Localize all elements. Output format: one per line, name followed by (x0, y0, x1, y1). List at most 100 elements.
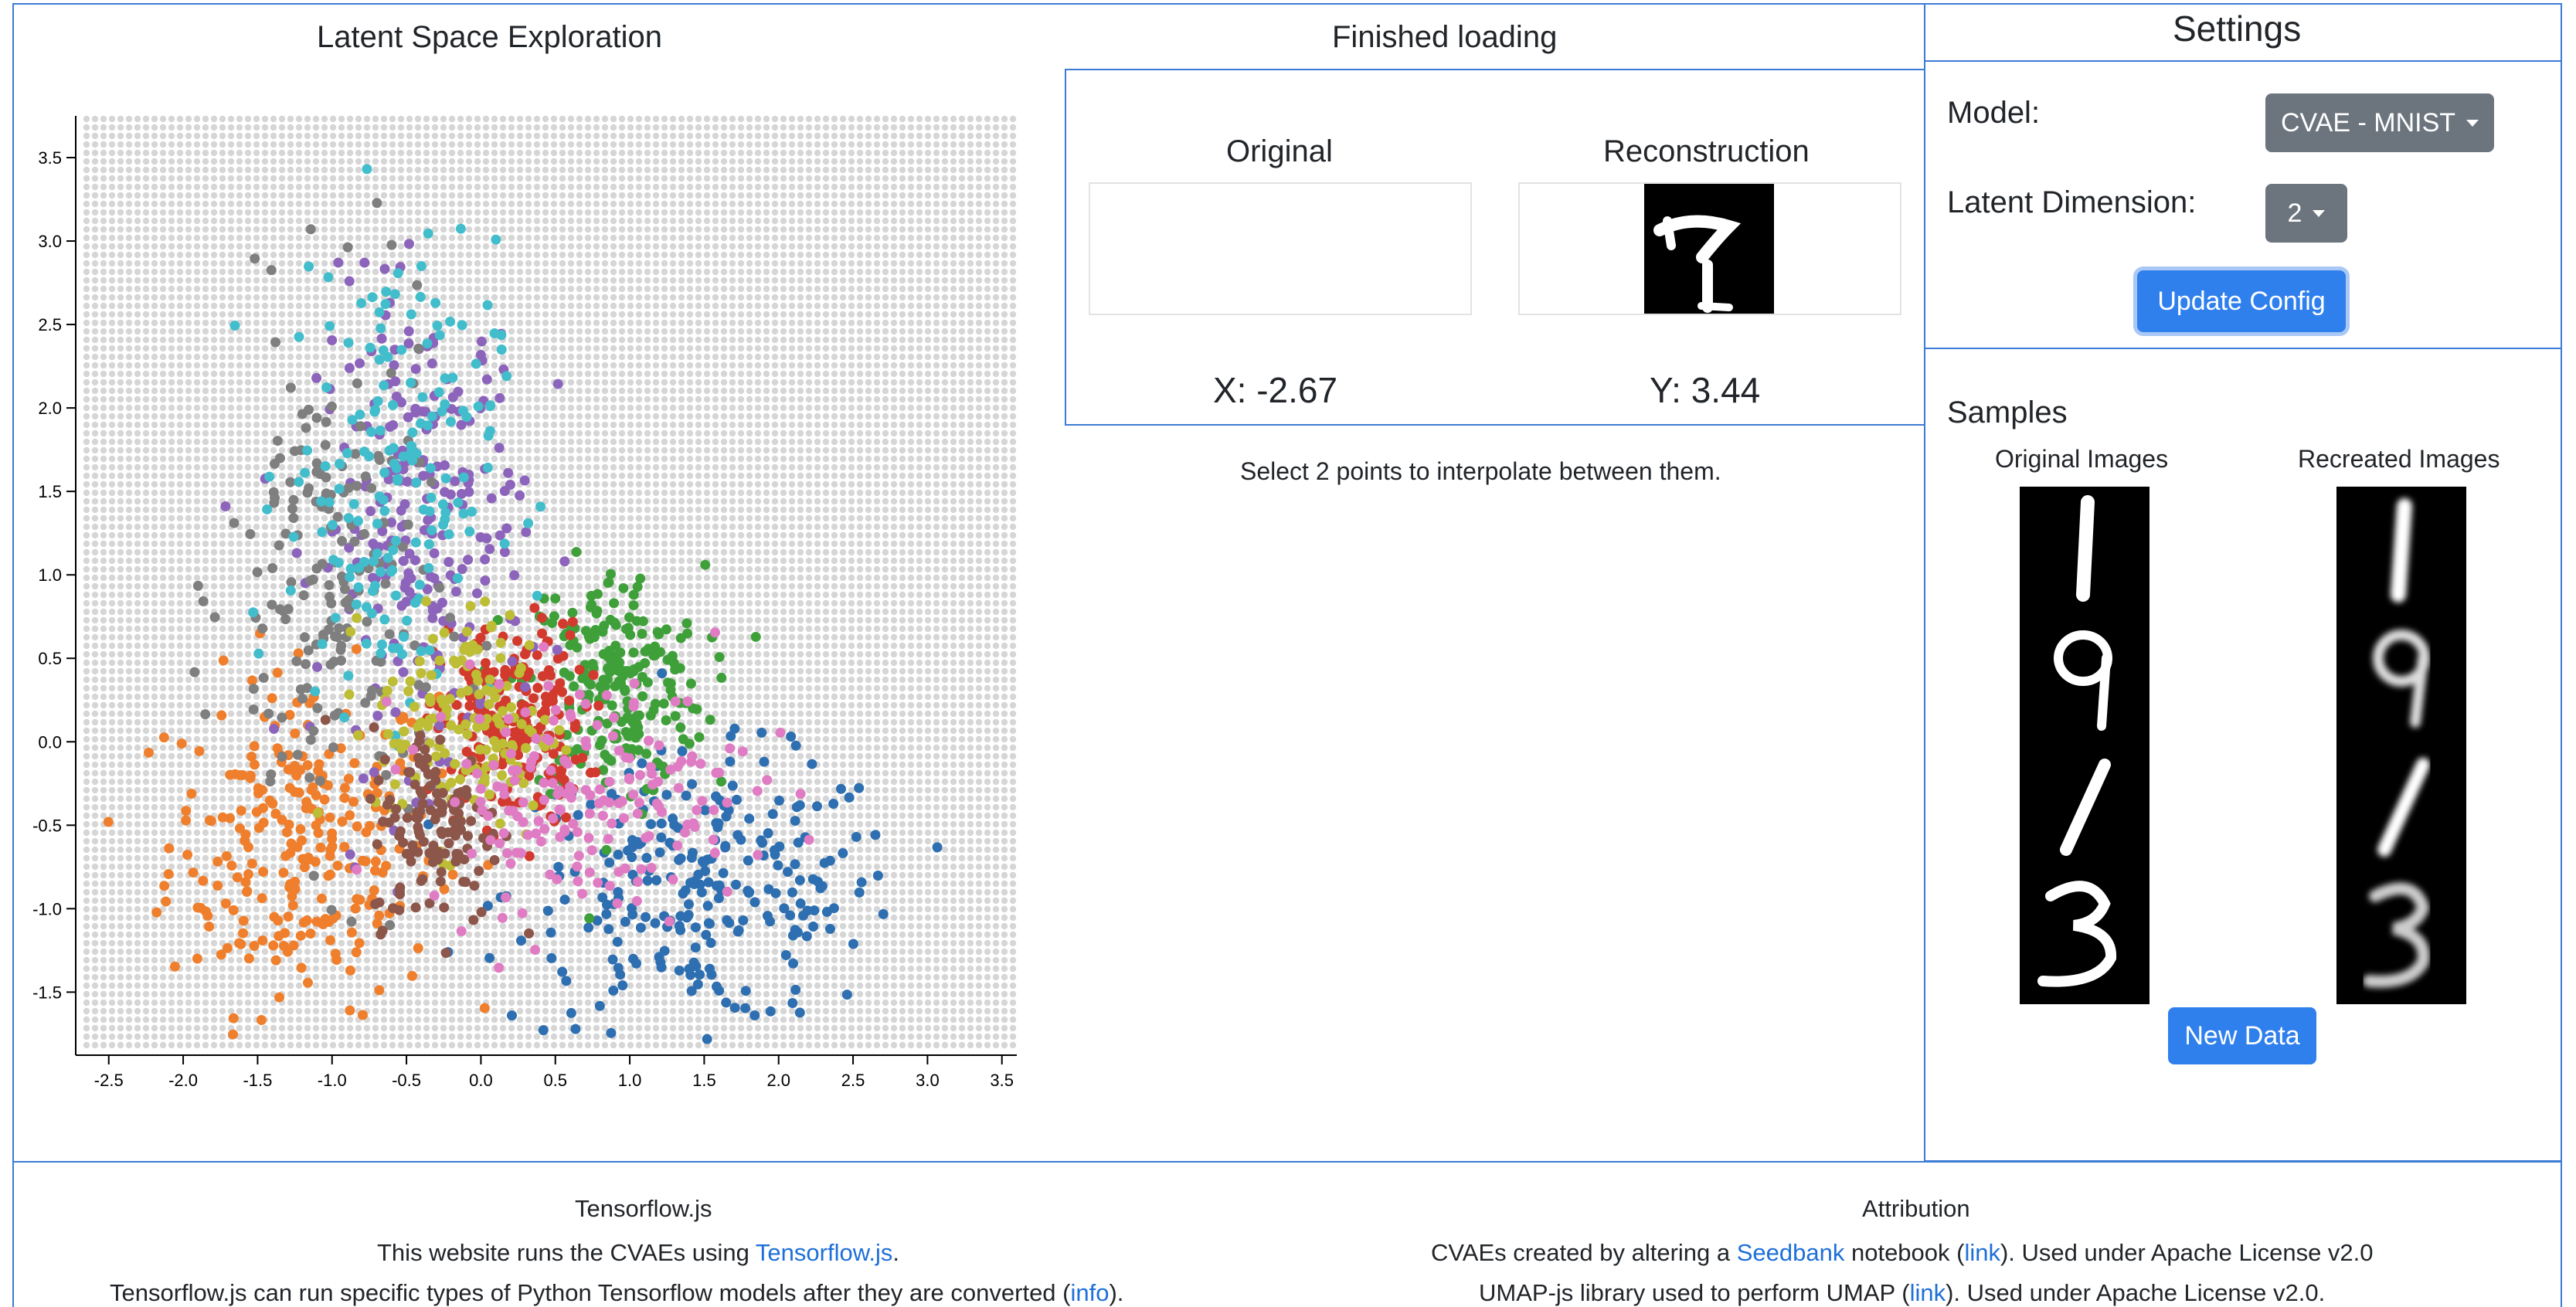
data-point[interactable] (323, 272, 334, 283)
data-point[interactable] (337, 535, 348, 546)
model-dropdown[interactable]: CVAE - MNIST (2265, 93, 2494, 152)
data-point[interactable] (686, 756, 697, 767)
data-point[interactable] (216, 710, 227, 721)
data-point[interactable] (489, 328, 500, 338)
data-point[interactable] (313, 827, 324, 838)
data-point[interactable] (394, 886, 405, 897)
data-point[interactable] (457, 564, 467, 575)
data-point[interactable] (200, 709, 211, 720)
data-point[interactable] (428, 713, 439, 724)
data-point[interactable] (281, 827, 292, 837)
data-point[interactable] (308, 871, 319, 881)
data-point[interactable] (630, 732, 641, 743)
data-point[interactable] (345, 572, 355, 582)
data-point[interactable] (546, 952, 557, 963)
data-point[interactable] (352, 480, 362, 491)
data-point[interactable] (757, 837, 768, 848)
data-point[interactable] (637, 758, 647, 769)
data-point[interactable] (386, 368, 396, 379)
data-point[interactable] (365, 342, 376, 353)
data-point[interactable] (476, 907, 487, 918)
data-point[interactable] (365, 426, 376, 437)
data-point[interactable] (319, 794, 330, 805)
data-point[interactable] (543, 681, 554, 691)
data-point[interactable] (512, 811, 523, 822)
data-point[interactable] (694, 732, 705, 742)
data-point[interactable] (471, 588, 482, 599)
data-point[interactable] (399, 499, 410, 510)
data-point[interactable] (604, 797, 615, 808)
data-point[interactable] (376, 648, 386, 659)
data-point[interactable] (374, 985, 385, 996)
data-point[interactable] (390, 590, 401, 601)
data-point[interactable] (267, 693, 277, 704)
data-point[interactable] (424, 781, 435, 792)
data-point[interactable] (716, 672, 727, 683)
data-point[interactable] (531, 733, 542, 744)
data-point[interactable] (328, 742, 338, 752)
data-point[interactable] (673, 783, 684, 793)
data-point[interactable] (737, 746, 748, 757)
data-point[interactable] (410, 407, 421, 418)
data-point[interactable] (382, 728, 393, 739)
data-point[interactable] (376, 323, 386, 334)
data-point[interactable] (636, 864, 647, 874)
data-point[interactable] (287, 503, 298, 514)
data-point[interactable] (274, 540, 284, 551)
seedbank-notebook-link[interactable]: link (1964, 1239, 2000, 1266)
data-point[interactable] (584, 808, 595, 819)
data-point[interactable] (304, 483, 314, 494)
data-point[interactable] (561, 745, 572, 755)
data-point[interactable] (501, 727, 511, 738)
data-point[interactable] (686, 986, 697, 996)
data-point[interactable] (314, 469, 325, 480)
data-point[interactable] (406, 856, 416, 867)
data-point[interactable] (390, 707, 401, 718)
data-point[interactable] (491, 713, 502, 724)
data-point[interactable] (294, 331, 304, 342)
data-point[interactable] (217, 812, 228, 823)
data-point[interactable] (637, 691, 648, 701)
data-point[interactable] (480, 596, 491, 607)
data-point[interactable] (189, 667, 200, 677)
data-point[interactable] (417, 392, 428, 402)
data-point[interactable] (464, 659, 475, 670)
data-point[interactable] (246, 675, 257, 686)
data-point[interactable] (449, 655, 460, 666)
data-point[interactable] (257, 893, 267, 904)
data-point[interactable] (557, 687, 568, 698)
data-point[interactable] (650, 698, 661, 709)
data-point[interactable] (759, 756, 770, 767)
data-point[interactable] (389, 738, 399, 749)
data-point[interactable] (249, 941, 260, 952)
data-point[interactable] (372, 788, 382, 799)
data-point[interactable] (624, 752, 634, 763)
data-point[interactable] (280, 850, 291, 861)
data-point[interactable] (520, 649, 531, 660)
data-point[interactable] (613, 849, 624, 860)
data-point[interactable] (283, 912, 294, 922)
data-point[interactable] (721, 997, 732, 1008)
data-point[interactable] (182, 850, 193, 861)
data-point[interactable] (389, 779, 400, 789)
data-point[interactable] (393, 475, 403, 486)
data-point[interactable] (361, 602, 372, 613)
data-point[interactable] (570, 1024, 581, 1034)
data-point[interactable] (416, 646, 427, 657)
data-point[interactable] (552, 874, 562, 884)
data-point[interactable] (311, 372, 322, 383)
data-point[interactable] (617, 980, 628, 991)
data-point[interactable] (396, 345, 407, 355)
data-point[interactable] (440, 948, 451, 959)
data-point[interactable] (353, 582, 364, 592)
data-point[interactable] (494, 818, 505, 829)
data-point[interactable] (559, 775, 569, 786)
data-point[interactable] (613, 867, 624, 878)
data-point[interactable] (535, 501, 546, 512)
data-point[interactable] (548, 749, 559, 759)
data-point[interactable] (436, 867, 447, 878)
data-point[interactable] (388, 399, 399, 410)
data-point[interactable] (351, 947, 362, 958)
data-point[interactable] (492, 781, 503, 792)
data-point[interactable] (488, 667, 499, 677)
